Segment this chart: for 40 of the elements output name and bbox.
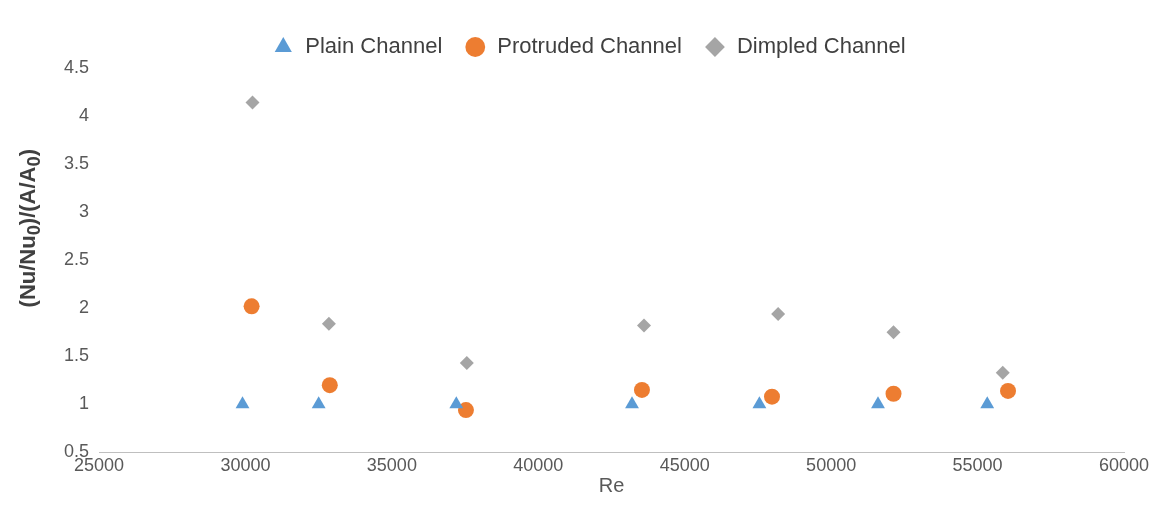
point xyxy=(886,325,901,340)
legend-label: Dimpled Channel xyxy=(736,33,906,59)
point xyxy=(311,396,326,409)
x-tick-label: 40000 xyxy=(513,455,564,476)
legend-label: Plain Channel xyxy=(305,33,443,59)
x-tick-label: 55000 xyxy=(952,455,1003,476)
point xyxy=(449,396,464,409)
y-tick-label: 4.5 xyxy=(63,56,90,77)
point xyxy=(871,396,885,409)
point xyxy=(321,377,338,394)
y-tick-label: 1 xyxy=(79,393,90,414)
point xyxy=(763,388,780,405)
point xyxy=(321,316,336,331)
x-tick-label: 45000 xyxy=(659,455,710,476)
point xyxy=(633,381,650,398)
x-tick-label: 60000 xyxy=(1098,455,1150,476)
y-tick-label: 2.5 xyxy=(63,249,90,270)
x-axis-title: Re xyxy=(598,473,625,496)
y-tick-label: 3.5 xyxy=(63,153,90,174)
point xyxy=(625,396,639,409)
point xyxy=(980,396,995,409)
x-tick-label: 50000 xyxy=(806,455,857,476)
point xyxy=(1000,382,1017,399)
point xyxy=(243,298,260,315)
x-tick-label: 30000 xyxy=(220,455,271,476)
y-tick-label: 2 xyxy=(79,297,90,318)
point xyxy=(771,307,786,322)
point xyxy=(235,396,250,409)
point xyxy=(995,365,1010,380)
y-tick-label: 4 xyxy=(79,105,90,126)
y-tick-label: 3 xyxy=(79,201,90,222)
point xyxy=(752,396,767,409)
y-tick-label: 1.5 xyxy=(63,345,90,366)
x-tick-label: 35000 xyxy=(366,455,417,476)
point xyxy=(637,318,652,333)
legend-label: Protruded Channel xyxy=(497,33,682,59)
point xyxy=(245,95,260,110)
point xyxy=(885,385,902,402)
point xyxy=(459,356,474,371)
point xyxy=(457,402,474,419)
